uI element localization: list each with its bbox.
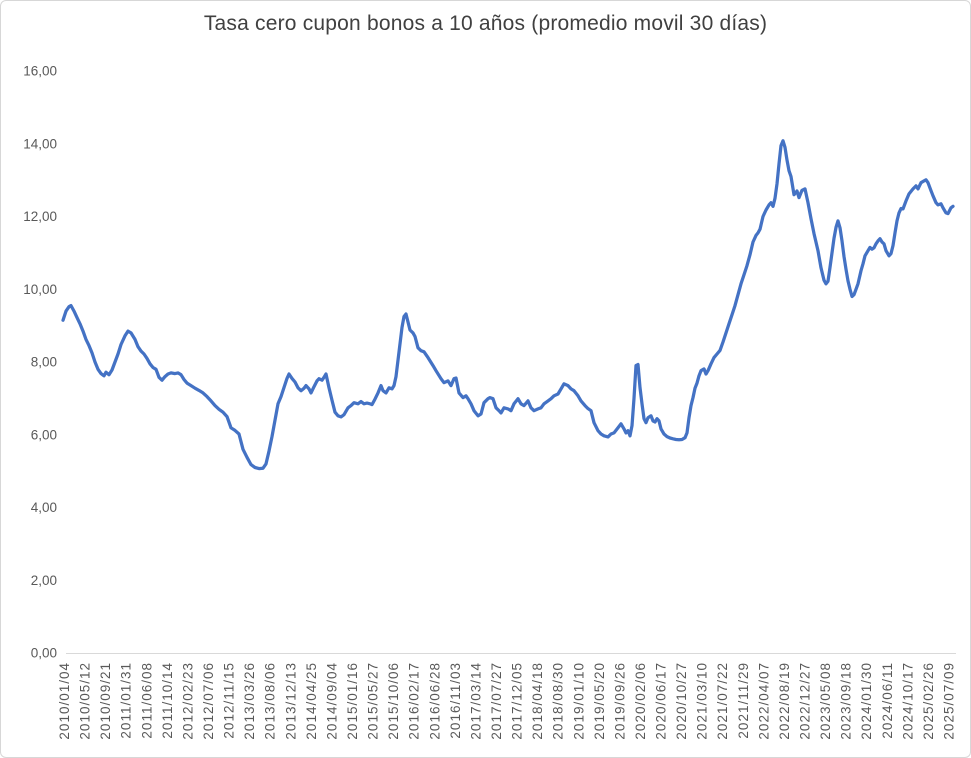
x-axis-tick-label: 2011/06/08 [139,662,154,739]
x-axis-tick-label: 2010/01/04 [57,662,72,740]
x-axis-tick-label: 2016/02/17 [407,662,422,740]
x-axis-tick-label: 2025/02/26 [921,662,936,740]
x-axis-tick-label: 2022/08/19 [777,662,792,740]
x-axis-tick-label: 2011/01/31 [119,662,134,739]
x-axis-tick-label: 2017/03/14 [468,662,483,740]
x-axis-tick-label: 2017/07/27 [489,662,504,740]
x-axis-tick-label: 2022/12/27 [798,662,813,740]
x-axis-tick-label: 2025/07/09 [942,662,957,740]
x-axis-tick-label: 2024/01/30 [859,662,874,740]
x-axis-tick-label: 2020/10/27 [674,662,689,740]
y-axis-tick-label: 4,00 [31,500,57,515]
x-axis-tick-label: 2019/09/26 [612,662,627,740]
y-axis-tick-label: 0,00 [31,646,57,661]
x-axis-tick-label: 2021/11/29 [736,662,751,739]
y-axis-tick-label: 10,00 [23,282,57,297]
y-axis-tick-label: 8,00 [31,355,57,370]
x-axis-tick-label: 2014/09/04 [324,662,339,740]
chart-title: Tasa cero cupon bonos a 10 años (promedi… [203,12,768,35]
x-axis-tick-label: 2015/10/06 [386,662,401,740]
x-axis-tick-label: 2019/05/20 [592,662,607,740]
y-axis-tick-label: 14,00 [23,136,57,151]
x-axis-tick-label: 2017/12/05 [510,662,525,740]
x-axis-tick-label: 2012/02/23 [180,662,195,740]
y-axis-tick-label: 16,00 [23,64,57,79]
y-axis-tick-label: 6,00 [31,427,57,442]
x-axis-tick-label: 2014/04/25 [304,662,319,740]
x-axis-tick-label: 2018/08/30 [551,662,566,740]
x-axis-tick-label: 2012/07/06 [201,662,216,740]
x-axis-tick-label: 2023/09/18 [839,662,854,740]
x-axis-tick-label: 2013/08/06 [263,662,278,740]
y-axis-tick-labels: 0,00 2,00 4,00 6,00 8,00 10,00 12,00 14,00 16,00 [23,64,57,661]
y-axis-tick-label: 12,00 [23,209,57,224]
x-axis-tick-label: 2024/06/11 [880,662,895,739]
x-axis-tick-label: 2016/11/03 [448,662,463,739]
x-axis-tick-label: 2023/05/08 [818,662,833,740]
series-line-tasa [61,139,955,471]
x-axis-tick-label: 2015/01/16 [345,662,360,740]
x-axis-tick-label: 2019/01/10 [571,662,586,740]
x-axis-tick-label: 2021/03/10 [695,662,710,740]
x-axis-tick-label: 2010/09/21 [98,662,113,740]
x-axis-tick-label: 2013/12/13 [283,662,298,740]
x-axis-tick-label: 2021/07/22 [715,662,730,740]
x-axis-tick-label: 2022/04/07 [756,662,771,740]
x-axis-tick-label: 2020/06/17 [654,662,669,740]
x-axis-tick-label: 2020/02/06 [633,662,648,740]
x-axis-tick-label: 2010/05/12 [78,662,93,740]
x-axis-tick-label: 2013/03/26 [242,662,257,740]
x-axis-tick-label: 2015/05/27 [366,662,381,740]
x-axis-tick-labels: 2010/01/04 2010/05/12 2010/09/21 2011/01/31… [57,662,957,740]
x-axis-tick-label: 2024/10/17 [900,662,915,740]
y-axis-tick-label: 2,00 [31,573,57,588]
x-axis-tick-label: 2012/11/15 [222,662,237,739]
x-axis-tick-label: 2018/04/18 [530,662,545,740]
x-axis-tick-label: 2011/10/14 [160,662,175,739]
x-axis-tick-label: 2016/06/28 [427,662,442,740]
